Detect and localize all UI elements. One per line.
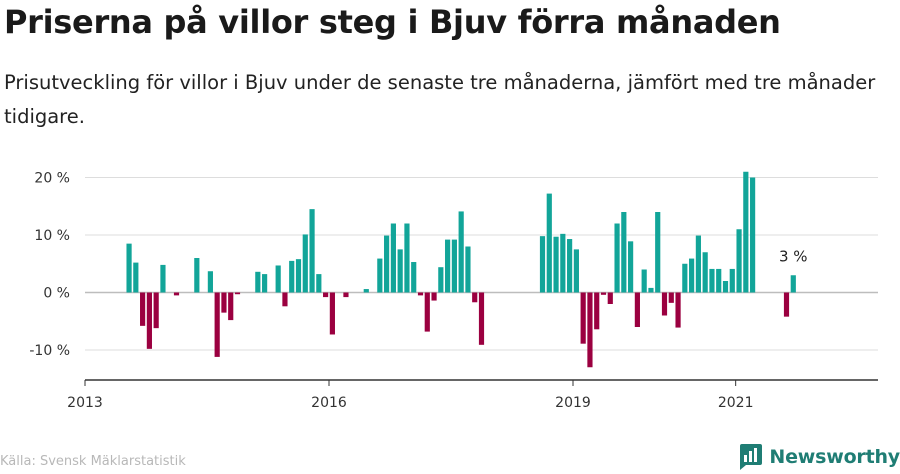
bar [587, 292, 593, 368]
bar [465, 246, 471, 293]
bar [695, 235, 701, 293]
bar [316, 274, 322, 293]
bar [634, 292, 640, 327]
bar [621, 212, 627, 293]
bar [628, 241, 634, 293]
newsworthy-logo-icon [740, 444, 763, 470]
source-note: Källa: Svensk Mäklarstatistik [0, 454, 186, 469]
bar [675, 292, 681, 328]
chart-title: Priserna på villor steg i Bjuv förra mån… [4, 3, 781, 41]
bar [363, 289, 369, 293]
x-tick-label: 2013 [67, 395, 103, 411]
bar [445, 239, 451, 293]
bar [262, 274, 268, 293]
bar [309, 209, 315, 293]
bar [472, 292, 478, 303]
bar [451, 239, 457, 293]
bar [722, 281, 729, 293]
bar [438, 267, 444, 293]
bar [295, 259, 302, 293]
bar [282, 292, 288, 307]
bar [140, 292, 146, 326]
bar [173, 292, 180, 296]
bar [580, 292, 586, 344]
bar [607, 292, 613, 304]
bar [546, 193, 552, 293]
bar [343, 292, 349, 298]
bar [614, 223, 620, 293]
bar [431, 292, 437, 301]
bar [221, 292, 227, 313]
x-tick-label: 2019 [555, 395, 591, 411]
y-tick-label: 10 % [34, 228, 70, 244]
bar [397, 249, 403, 293]
bar [377, 258, 383, 293]
bar [594, 292, 600, 330]
bars [126, 171, 796, 368]
bar [424, 292, 430, 332]
bar [207, 271, 213, 293]
chart-subtitle: Prisutveckling för villor i Bjuv under d… [4, 71, 876, 128]
bar [573, 249, 579, 293]
bar [790, 275, 796, 293]
bar [736, 229, 742, 293]
x-tick-label: 2021 [718, 395, 754, 411]
bar [404, 223, 410, 293]
labels: -10 % 0 % 10 % 20 % 2013 2016 2019 2021 3 % [29, 171, 807, 412]
bar [234, 292, 241, 295]
bar [153, 292, 159, 329]
latest-value-label: 3 % [779, 247, 808, 265]
brand-name: Newsworthy [769, 446, 900, 468]
bar [783, 292, 790, 317]
bar [194, 258, 200, 293]
bar [126, 243, 132, 293]
bar [323, 292, 329, 298]
bar [600, 292, 607, 295]
bar [560, 233, 566, 293]
bar [329, 292, 335, 335]
bar [668, 292, 674, 303]
bar [390, 223, 396, 293]
brand-logo: Newsworthy [737, 442, 900, 472]
bar [417, 292, 424, 296]
bar [648, 287, 654, 293]
bar [729, 268, 735, 293]
bar [750, 177, 756, 293]
bar [689, 258, 695, 293]
y-tick-label: 20 % [34, 171, 70, 187]
bar [458, 211, 464, 293]
bar [255, 271, 261, 293]
bar [743, 171, 749, 293]
x-tick-label: 2016 [311, 395, 347, 411]
bar [302, 234, 308, 293]
bar [553, 236, 559, 293]
bar [478, 292, 485, 345]
bar [709, 268, 715, 293]
bar [661, 292, 668, 316]
bar [567, 239, 573, 293]
bar [146, 292, 152, 349]
bar [539, 236, 546, 293]
bar [411, 262, 417, 293]
bar [160, 264, 166, 293]
y-tick-label: 0 % [43, 286, 70, 302]
bar [641, 269, 647, 293]
bar [384, 235, 390, 293]
bar [702, 252, 708, 293]
y-tick-label: -10 % [29, 343, 70, 359]
bar [655, 212, 661, 293]
bar [289, 260, 295, 293]
bar [716, 268, 722, 293]
x-axis [84, 379, 878, 386]
bar [214, 292, 220, 357]
bar [682, 263, 688, 293]
bar [228, 292, 234, 321]
bar [275, 265, 281, 293]
bar [133, 262, 139, 293]
